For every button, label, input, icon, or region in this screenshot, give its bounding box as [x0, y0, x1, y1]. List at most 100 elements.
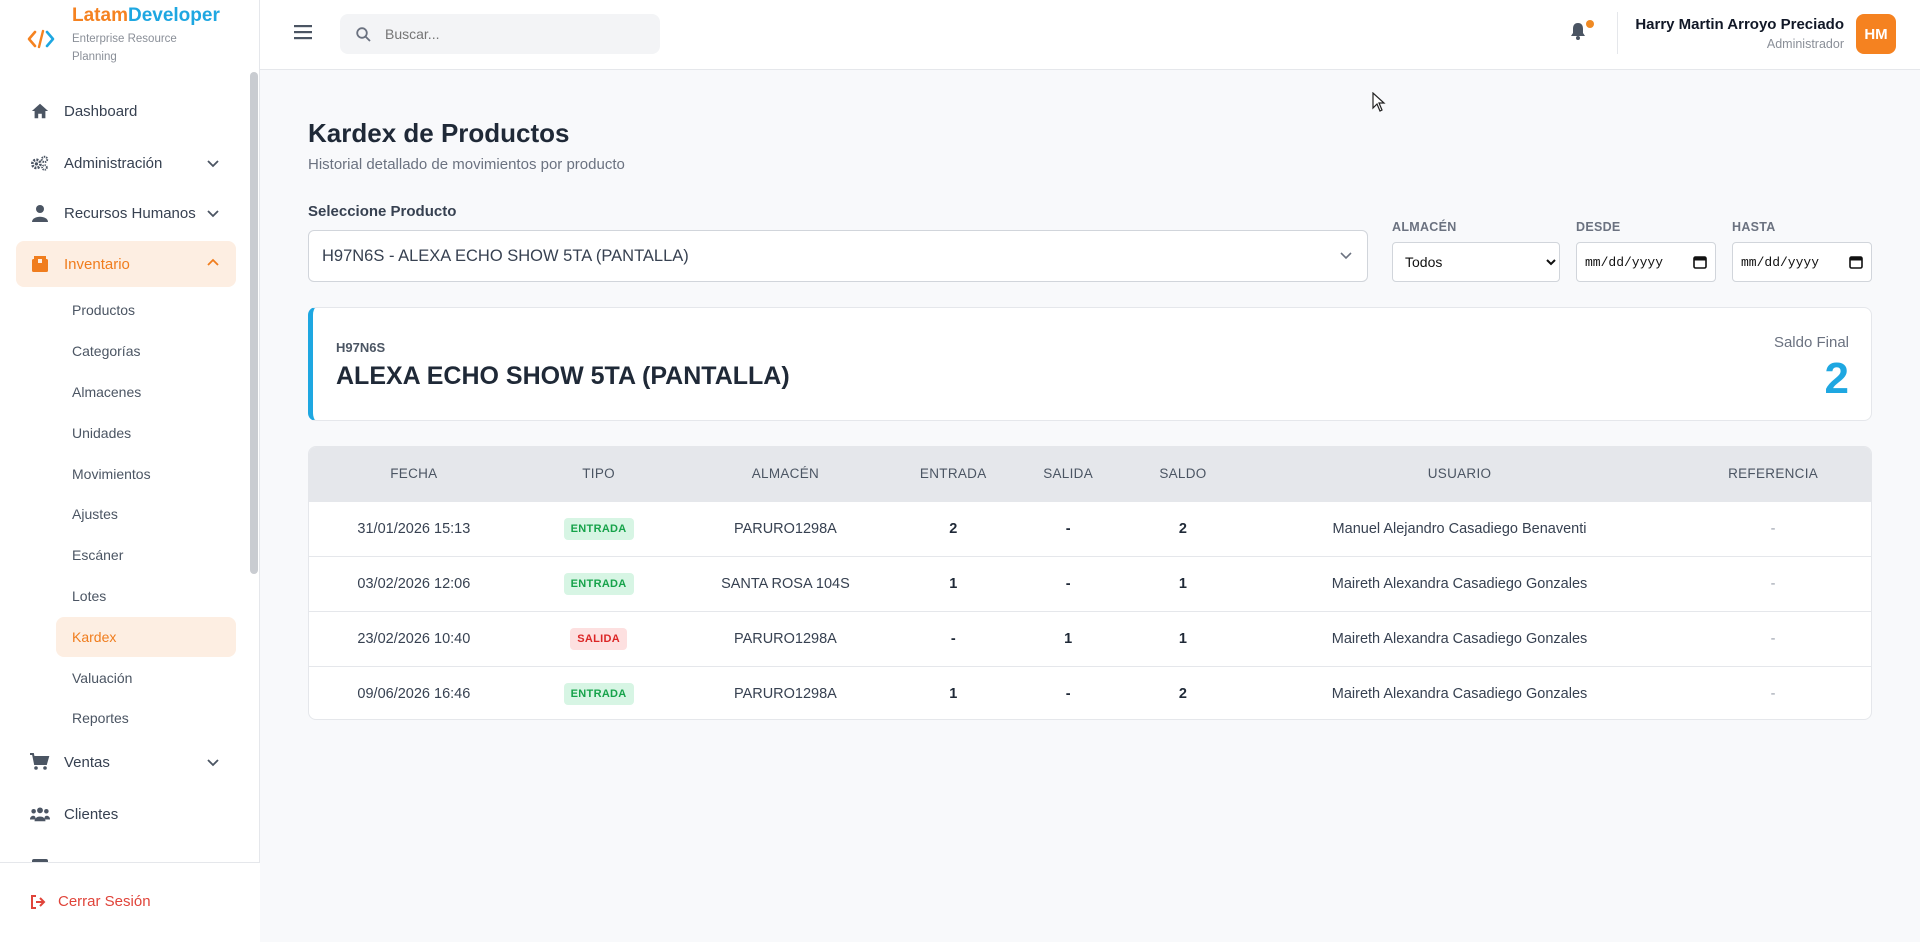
- mouse-cursor-icon: [1372, 92, 1386, 112]
- cell-almacen: PARURO1298A: [678, 665, 893, 719]
- code-brackets-icon: [27, 29, 55, 49]
- desde-date-input[interactable]: mm/dd/yyyy: [1576, 242, 1716, 282]
- box-icon: [30, 254, 50, 274]
- sub-item-kardex[interactable]: Kardex: [56, 617, 236, 657]
- table-row[interactable]: 23/02/2026 10:40 SALIDA PARURO1298A - 1 …: [309, 610, 1871, 666]
- saldo-final-value: 2: [1824, 354, 1849, 403]
- logout-button[interactable]: Cerrar Sesión: [30, 893, 151, 910]
- tipo-badge-entrada: ENTRADA: [563, 517, 634, 540]
- sidebar-item-inventario[interactable]: Inventario: [16, 241, 236, 287]
- top-header: Harry Martin Arroyo Preciado Administrad…: [260, 0, 1920, 70]
- col-header-salida[interactable]: SALIDA: [1014, 447, 1123, 501]
- product-name: ALEXA ECHO SHOW 5TA (PANTALLA): [336, 362, 790, 390]
- logout-label: Cerrar Sesión: [58, 893, 151, 910]
- table-row[interactable]: 09/06/2026 16:46 ENTRADA PARURO1298A 1 -…: [309, 665, 1871, 719]
- sidebar-item-partial[interactable]: [16, 844, 236, 862]
- hamburger-menu-icon[interactable]: [294, 24, 312, 40]
- header-divider: [1617, 12, 1618, 54]
- sidebar-item-dashboard[interactable]: Dashboard: [16, 89, 236, 133]
- sub-item-productos[interactable]: Productos: [72, 302, 136, 318]
- table-header-row: FECHA TIPO ALMACÉN ENTRADA SALIDA SALDO …: [309, 447, 1871, 501]
- sub-item-unidades[interactable]: Unidades: [72, 425, 132, 441]
- brand[interactable]: LatamDeveloper Enterprise Resource Plann…: [0, 0, 259, 70]
- desde-label: DESDE: [1576, 220, 1621, 234]
- cell-tipo: SALIDA: [518, 610, 679, 666]
- cell-fecha: 03/02/2026 12:06: [309, 555, 519, 611]
- sub-item-almacenes[interactable]: Almacenes: [72, 384, 142, 400]
- almacen-select[interactable]: Todos: [1392, 242, 1560, 282]
- col-header-fecha[interactable]: FECHA: [309, 447, 519, 501]
- sidebar-item-administracion[interactable]: Administración: [16, 141, 236, 185]
- sub-item-categorias[interactable]: Categorías: [72, 343, 141, 359]
- logout-icon: [31, 894, 46, 909]
- saldo-final-label: Saldo Final: [1773, 334, 1849, 351]
- avatar[interactable]: HM: [1856, 14, 1896, 54]
- search-input[interactable]: [385, 26, 645, 42]
- col-header-tipo[interactable]: TIPO: [518, 447, 679, 501]
- cell-saldo: 2: [1122, 500, 1244, 556]
- table-row[interactable]: 31/01/2026 15:13 ENTRADA PARURO1298A 2 -…: [309, 500, 1871, 556]
- sub-item-reportes[interactable]: Reportes: [72, 710, 129, 726]
- sidebar-item-label: Recursos Humanos: [64, 204, 196, 222]
- bell-icon[interactable]: [1570, 22, 1586, 40]
- cell-referencia: -: [1675, 610, 1871, 666]
- search-icon: [356, 26, 371, 42]
- hasta-label: HASTA: [1732, 220, 1776, 234]
- tipo-badge-entrada: ENTRADA: [563, 572, 634, 595]
- cell-usuario: Manuel Alejandro Casadiego Benaventi: [1243, 500, 1676, 556]
- sub-item-escaner[interactable]: Escáner: [72, 547, 124, 563]
- hasta-date-input[interactable]: mm/dd/yyyy: [1732, 242, 1872, 282]
- cell-entrada: 2: [892, 500, 1015, 556]
- cell-entrada: 1: [892, 555, 1015, 611]
- sub-item-lotes[interactable]: Lotes: [72, 588, 107, 604]
- sidebar-item-label: Ventas: [64, 753, 110, 771]
- sub-item-valuacion[interactable]: Valuación: [72, 670, 133, 686]
- cell-salida: -: [1014, 665, 1123, 719]
- sidebar-scrollbar[interactable]: [250, 72, 258, 574]
- product-select-value: H97N6S - ALEXA ECHO SHOW 5TA (PANTALLA): [322, 246, 689, 265]
- sidebar-item-clientes[interactable]: Clientes: [16, 792, 236, 836]
- product-summary-card: H97N6S ALEXA ECHO SHOW 5TA (PANTALLA) Sa…: [308, 307, 1872, 421]
- gears-icon: [30, 153, 50, 173]
- chevron-down-icon: [207, 210, 219, 218]
- col-header-usuario[interactable]: USUARIO: [1243, 447, 1676, 501]
- col-header-referencia[interactable]: REFERENCIA: [1675, 447, 1871, 501]
- kardex-table: FECHA TIPO ALMACÉN ENTRADA SALIDA SALDO …: [308, 446, 1872, 720]
- sidebar-item-recursos-humanos[interactable]: Recursos Humanos: [16, 191, 236, 235]
- sidebar-item-label: Clientes: [64, 805, 119, 823]
- cell-almacen: PARURO1298A: [678, 610, 893, 666]
- table-row[interactable]: 03/02/2026 12:06 ENTRADA SANTA ROSA 104S…: [309, 555, 1871, 611]
- cell-referencia: -: [1675, 665, 1871, 719]
- brand-name: LatamDeveloper: [72, 6, 220, 26]
- chevron-down-icon: [1340, 252, 1352, 260]
- cell-saldo: 1: [1122, 555, 1244, 611]
- calendar-icon[interactable]: [1693, 255, 1707, 269]
- calendar-icon[interactable]: [1849, 255, 1863, 269]
- chevron-down-icon: [207, 160, 219, 168]
- tipo-badge-salida: SALIDA: [570, 627, 627, 650]
- cart-icon: [30, 752, 50, 772]
- sidebar-item-label: Administración: [64, 154, 163, 172]
- product-select[interactable]: H97N6S - ALEXA ECHO SHOW 5TA (PANTALLA): [308, 230, 1368, 282]
- page-title: Kardex de Productos: [308, 118, 570, 148]
- cell-usuario: Maireth Alexandra Casadiego Gonzales: [1243, 665, 1676, 719]
- sidebar-item-ventas[interactable]: Ventas: [16, 740, 236, 784]
- search-box[interactable]: [340, 14, 660, 54]
- cell-entrada: -: [892, 610, 1015, 666]
- col-header-almacen[interactable]: ALMACÉN: [678, 447, 893, 501]
- sub-item-movimientos[interactable]: Movimientos: [72, 466, 151, 482]
- notification-dot: [1586, 20, 1594, 28]
- col-header-saldo[interactable]: SALDO: [1122, 447, 1244, 501]
- brand-name-part1: Latam: [72, 5, 128, 26]
- cell-tipo: ENTRADA: [518, 500, 679, 556]
- hasta-date-value: mm/dd/yyyy: [1741, 254, 1820, 270]
- user-name[interactable]: Harry Martin Arroyo Preciado: [1635, 16, 1844, 33]
- cell-tipo: ENTRADA: [518, 555, 679, 611]
- col-header-entrada[interactable]: ENTRADA: [892, 447, 1015, 501]
- cell-usuario: Maireth Alexandra Casadiego Gonzales: [1243, 610, 1676, 666]
- cell-almacen: SANTA ROSA 104S: [678, 555, 893, 611]
- cell-fecha: 31/01/2026 15:13: [309, 500, 519, 556]
- sub-item-ajustes[interactable]: Ajustes: [72, 506, 118, 522]
- sidebar: LatamDeveloper Enterprise Resource Plann…: [0, 0, 260, 942]
- cell-tipo: ENTRADA: [518, 665, 679, 719]
